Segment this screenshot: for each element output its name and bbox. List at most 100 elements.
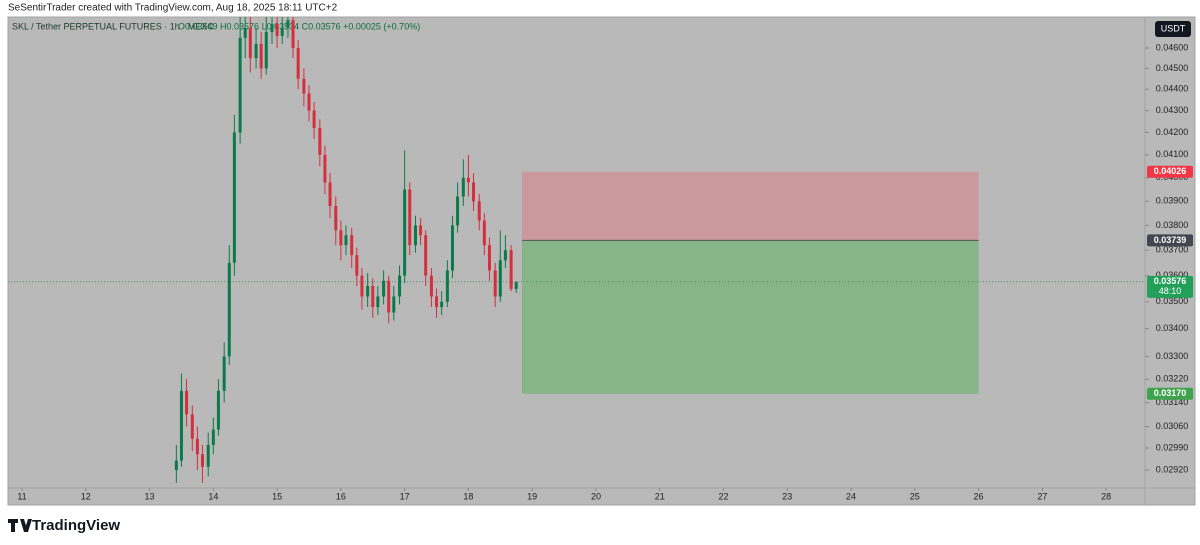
candle-body [472, 182, 476, 202]
last-price-tag-countdown: 48:10 [1159, 286, 1182, 296]
candle-body [334, 206, 338, 231]
x-tick-label: 13 [145, 491, 155, 501]
candle-body [254, 43, 258, 59]
x-tick-label: 11 [17, 491, 26, 501]
y-tick-label: 0.03060 [1156, 421, 1189, 431]
candle-body [222, 356, 226, 391]
x-tick-label: 21 [655, 491, 665, 501]
chart-background [7, 16, 1196, 506]
plot-pane [8, 17, 1145, 483]
entry-price-tag: 0.03739 [1154, 235, 1187, 245]
x-tick-label: 25 [910, 491, 920, 501]
candle-body [387, 280, 391, 313]
candle-body [482, 220, 486, 246]
y-tick-label: 0.03140 [1156, 397, 1189, 407]
candle-body [216, 390, 220, 430]
candle-body [280, 27, 284, 36]
y-tick-label: 0.03400 [1156, 323, 1189, 333]
candle-body [509, 250, 513, 289]
last-price-tag: 0.03576 [1154, 276, 1187, 286]
candle-body [344, 235, 348, 246]
x-tick-label: 26 [974, 491, 984, 501]
x-tick-label: 24 [846, 491, 856, 501]
candle-body [318, 128, 322, 155]
candle-body [195, 438, 199, 455]
candle-body [424, 235, 428, 276]
candle-body [382, 280, 386, 297]
y-tick-label: 0.03500 [1156, 296, 1189, 306]
candle-body [429, 275, 433, 297]
x-tick-label: 16 [336, 491, 346, 501]
candle-body [206, 444, 210, 467]
candle-body [493, 270, 497, 297]
candle-body [259, 43, 263, 69]
candle-body [408, 189, 412, 246]
candle-body [450, 225, 454, 271]
currency-button[interactable] [1155, 21, 1191, 37]
candle-body [498, 260, 502, 297]
y-tick-label: 0.04200 [1156, 127, 1189, 137]
x-tick-label: 17 [400, 491, 410, 501]
x-tick-label: 19 [527, 491, 537, 501]
target-zone [521, 240, 979, 394]
candle-body [286, 20, 290, 28]
currency[interactable]: USDT [1161, 23, 1186, 33]
candle-body [174, 460, 178, 471]
candle-body [398, 275, 402, 297]
candle-body [323, 154, 327, 183]
x-tick-label: 14 [208, 491, 218, 501]
y-tick-label: 0.03700 [1156, 245, 1189, 255]
x-tick-label: 23 [782, 491, 792, 501]
candle-body [248, 27, 252, 59]
y-tick-label: 0.02990 [1156, 442, 1189, 452]
candle-body [487, 245, 491, 271]
y-tick-label: 0.03300 [1156, 351, 1189, 361]
candle-body [190, 414, 194, 439]
target-price-tag-bg [1147, 387, 1193, 400]
candle-body [413, 225, 417, 246]
y-tick-label: 0.04500 [1156, 63, 1189, 73]
brand: TradingView [32, 517, 120, 534]
x-tick-label: 27 [1037, 491, 1047, 501]
candle-body [227, 262, 231, 357]
stop-price-tag-bg [1147, 165, 1193, 178]
x-tick-label: 22 [718, 491, 728, 501]
candle-body [179, 390, 183, 461]
brand-logo [8, 519, 32, 532]
candle-body [232, 132, 236, 263]
x-tick-label: 12 [81, 491, 91, 501]
candle-body [296, 47, 300, 79]
x-tick-label: 20 [591, 491, 601, 501]
candle-body [302, 78, 306, 94]
candle-body [461, 177, 465, 197]
y-tick-label: 0.04100 [1156, 149, 1189, 159]
candle-body [270, 24, 274, 32]
candle-body [514, 281, 518, 289]
y-tick-label: 0.04400 [1156, 84, 1189, 94]
candle-body [456, 196, 460, 226]
candle-body [419, 225, 423, 236]
candle-body [185, 390, 189, 415]
candle-body [243, 27, 247, 38]
entry-price-tag-bg [1147, 234, 1193, 247]
y-tick-label: 0.04300 [1156, 105, 1189, 115]
attribution: SeSentirTrader created with TradingView.… [8, 3, 338, 14]
candle-body [312, 110, 316, 129]
stop-price-tag: 0.04026 [1154, 166, 1187, 176]
candle-body [392, 296, 396, 313]
candle-body [264, 31, 268, 69]
candle-body [466, 177, 470, 183]
candle-body [350, 235, 354, 256]
candle-body [360, 275, 364, 297]
candle-body [371, 285, 375, 308]
ohlc-legend: O0.03549 H0.03576 L0.03534 C0.03576 +0.0… [178, 21, 420, 31]
y-tick-label: 0.03600 [1156, 270, 1189, 280]
y-tick-label: 0.03800 [1156, 220, 1189, 230]
y-tick-label: 0.04600 [1156, 42, 1189, 52]
candle-body [328, 182, 332, 207]
candle-body [435, 296, 439, 308]
candle-body [291, 20, 295, 48]
candle-body [376, 296, 380, 308]
candle-body [503, 250, 507, 261]
